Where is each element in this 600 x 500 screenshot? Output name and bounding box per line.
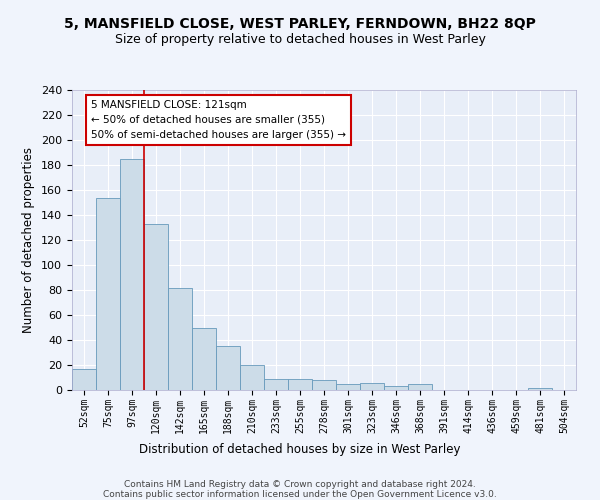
Bar [384, 386, 408, 390]
Bar [72, 369, 96, 390]
Bar [168, 288, 192, 390]
Bar [120, 159, 144, 390]
Bar [312, 380, 336, 390]
Bar [240, 365, 264, 390]
Text: 5 MANSFIELD CLOSE: 121sqm
← 50% of detached houses are smaller (355)
50% of semi: 5 MANSFIELD CLOSE: 121sqm ← 50% of detac… [91, 100, 346, 140]
Bar [528, 388, 552, 390]
Bar [288, 379, 312, 390]
Bar [360, 382, 384, 390]
Text: 5, MANSFIELD CLOSE, WEST PARLEY, FERNDOWN, BH22 8QP: 5, MANSFIELD CLOSE, WEST PARLEY, FERNDOW… [64, 18, 536, 32]
Bar [336, 384, 360, 390]
Bar [144, 224, 168, 390]
Text: Distribution of detached houses by size in West Parley: Distribution of detached houses by size … [139, 442, 461, 456]
Bar [264, 379, 288, 390]
Text: Size of property relative to detached houses in West Parley: Size of property relative to detached ho… [115, 32, 485, 46]
Bar [192, 328, 216, 390]
Text: Contains HM Land Registry data © Crown copyright and database right 2024.: Contains HM Land Registry data © Crown c… [124, 480, 476, 489]
Y-axis label: Number of detached properties: Number of detached properties [22, 147, 35, 333]
Bar [96, 198, 120, 390]
Bar [216, 346, 240, 390]
Text: Contains public sector information licensed under the Open Government Licence v3: Contains public sector information licen… [103, 490, 497, 499]
Bar [408, 384, 432, 390]
